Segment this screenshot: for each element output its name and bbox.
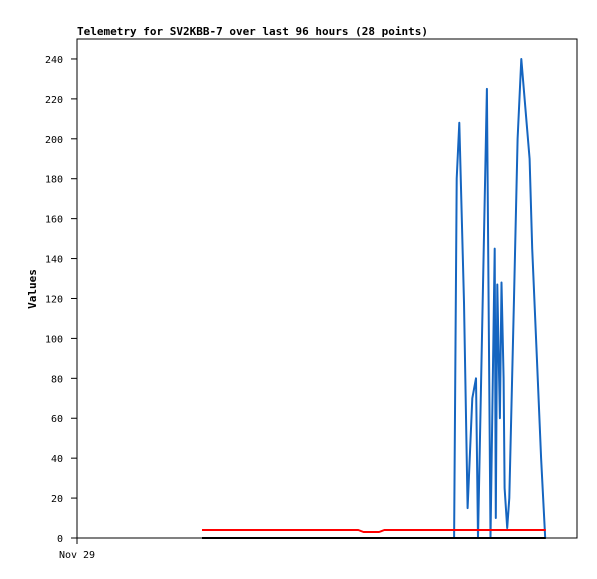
x-axis: Nov 29 (59, 538, 95, 561)
y-tick-label: 120 (45, 294, 63, 305)
y-tick-label: 60 (51, 414, 63, 425)
y-axis-label: Values (26, 269, 39, 309)
y-tick-label: 0 (57, 534, 63, 545)
y-tick-label: 240 (45, 55, 63, 66)
chart-title: Telemetry for SV2KBB-7 over last 96 hour… (77, 25, 428, 38)
y-tick-label: 20 (51, 494, 63, 505)
y-tick-label: 40 (51, 454, 63, 465)
series-line-2 (202, 529, 546, 533)
series-line-1 (453, 58, 547, 539)
y-tick-label: 80 (51, 374, 63, 385)
y-tick-label: 100 (45, 334, 63, 345)
y-axis: 0 20 40 60 80 100 120 140 160 180 200 220 240 (45, 55, 77, 545)
x-tick-label: Nov 29 (59, 550, 95, 561)
y-tick-label: 200 (45, 135, 63, 146)
series-group (202, 58, 547, 539)
y-tick-label: 180 (45, 175, 63, 186)
y-tick-label: 220 (45, 95, 63, 106)
y-tick-label: 140 (45, 255, 63, 266)
y-tick-label: 160 (45, 215, 63, 226)
